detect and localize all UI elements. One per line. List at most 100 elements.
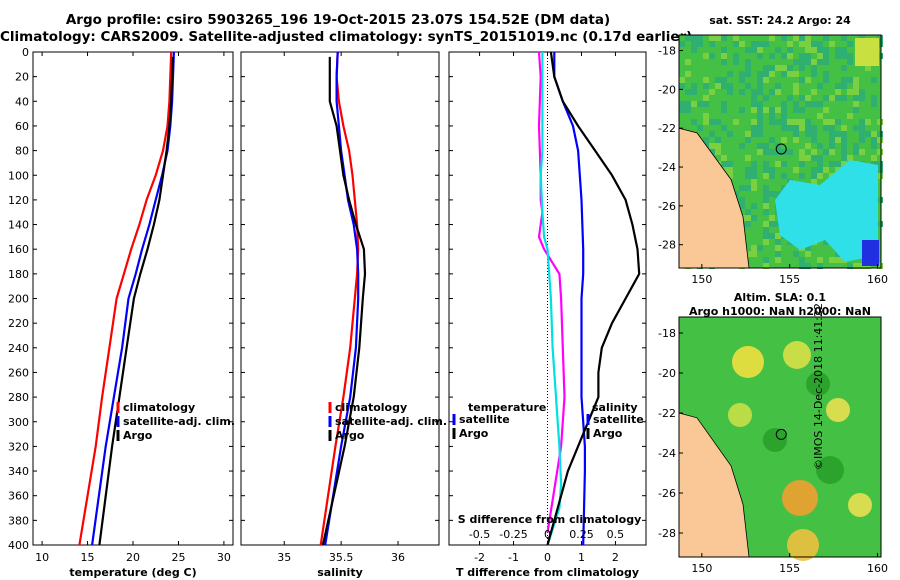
sst-cell xyxy=(799,65,805,71)
sst-cell xyxy=(805,77,811,83)
x-tick-label: 1 xyxy=(578,551,585,564)
x-tick-label: 10 xyxy=(35,551,49,564)
sst-cell xyxy=(829,149,835,155)
legend-label: temperature xyxy=(468,401,546,414)
sst-cell xyxy=(799,119,805,125)
sst-cell xyxy=(781,101,787,107)
sst-cell xyxy=(769,89,775,95)
sst-cell xyxy=(745,155,751,161)
sst-cell xyxy=(703,119,709,125)
sst-cell xyxy=(853,83,859,89)
sst-cell xyxy=(715,83,721,89)
sst-cell xyxy=(703,53,709,59)
sst-cell xyxy=(859,119,865,125)
sst-cell xyxy=(763,203,769,209)
sst-cell xyxy=(841,137,847,143)
sst-cell xyxy=(865,65,871,71)
sst-cell xyxy=(769,65,775,71)
series-line-argo xyxy=(98,56,175,546)
sst-cell xyxy=(745,59,751,65)
sst-cell xyxy=(721,125,727,131)
sst-cell xyxy=(787,125,793,131)
sst-cell xyxy=(781,107,787,113)
sst-cell xyxy=(721,101,727,107)
sst-cell xyxy=(769,191,775,197)
series-line-satellite-adj-clim- xyxy=(324,51,360,546)
sst-cell xyxy=(709,143,715,149)
map-y-tick-label: -28 xyxy=(658,527,676,540)
sst-cell xyxy=(763,107,769,113)
sst-cell xyxy=(829,125,835,131)
sst-cell xyxy=(799,77,805,83)
sst-cell xyxy=(799,149,805,155)
sst-cell xyxy=(751,179,757,185)
sst-cell xyxy=(769,35,775,41)
sst-cell xyxy=(691,89,697,95)
sst-cell xyxy=(679,77,685,83)
map-y-tick-label: -18 xyxy=(658,45,676,58)
sst-cell xyxy=(847,113,853,119)
sst-cell xyxy=(775,251,781,257)
sst-cell xyxy=(859,131,865,137)
sst-cell xyxy=(811,89,817,95)
sst-cell xyxy=(811,155,817,161)
sst-cell xyxy=(781,35,787,41)
sst-cell xyxy=(751,125,757,131)
sst-cell xyxy=(745,83,751,89)
sla-anomaly-blob xyxy=(816,456,844,484)
legend-label: satellite-adj. clim. xyxy=(123,415,235,428)
secondary-tick-label: 0.5 xyxy=(607,528,625,541)
y-tick-label: 140 xyxy=(8,219,29,232)
sst-cell xyxy=(817,59,823,65)
sst-cell xyxy=(847,53,853,59)
sst-cell xyxy=(745,65,751,71)
secondary-axis-label: S difference from climatology xyxy=(458,513,642,526)
sst-cell xyxy=(871,77,877,83)
sst-cell xyxy=(847,89,853,95)
sst-cell xyxy=(829,119,835,125)
sst-cell xyxy=(787,53,793,59)
sst-cell xyxy=(775,161,781,167)
sst-cell xyxy=(751,95,757,101)
sst-cell xyxy=(829,161,835,167)
map-x-tick-label: 160 xyxy=(867,562,888,575)
sst-cell xyxy=(823,59,829,65)
sst-cell xyxy=(793,71,799,77)
sst-cell xyxy=(763,77,769,83)
chart-title-line2: Climatology: CARS2009. Satellite-adjuste… xyxy=(0,29,693,45)
sst-cell xyxy=(823,53,829,59)
y-tick-label: 340 xyxy=(8,465,29,478)
sst-cell xyxy=(811,125,817,131)
sst-cell xyxy=(745,215,751,221)
y-tick-label: 120 xyxy=(8,194,29,207)
sst-cell xyxy=(793,119,799,125)
sst-cell xyxy=(763,161,769,167)
sst-cell xyxy=(823,77,829,83)
sst-cell xyxy=(793,125,799,131)
sst-cell xyxy=(841,83,847,89)
sst-cell xyxy=(775,143,781,149)
sst-cell xyxy=(763,149,769,155)
sst-cell xyxy=(757,53,763,59)
sst-cell xyxy=(739,197,745,203)
sst-cell xyxy=(751,47,757,53)
sst-cell xyxy=(745,167,751,173)
x-tick-label: 2 xyxy=(612,551,619,564)
sst-cell xyxy=(829,41,835,47)
sst-cell xyxy=(805,155,811,161)
sst-cell xyxy=(727,83,733,89)
series-line-argo xyxy=(321,56,367,546)
sst-cell xyxy=(859,89,865,95)
sst-cell xyxy=(787,41,793,47)
sst-cell xyxy=(691,101,697,107)
sst-cell xyxy=(727,131,733,137)
sst-cell xyxy=(751,107,757,113)
sst-float-marker xyxy=(775,143,787,155)
sst-cell xyxy=(769,173,775,179)
sst-cell xyxy=(745,173,751,179)
sst-cell xyxy=(781,53,787,59)
map-y-tick-label: -24 xyxy=(658,447,676,460)
sst-cell xyxy=(769,137,775,143)
sst-cell xyxy=(841,53,847,59)
sst-cell xyxy=(799,53,805,59)
